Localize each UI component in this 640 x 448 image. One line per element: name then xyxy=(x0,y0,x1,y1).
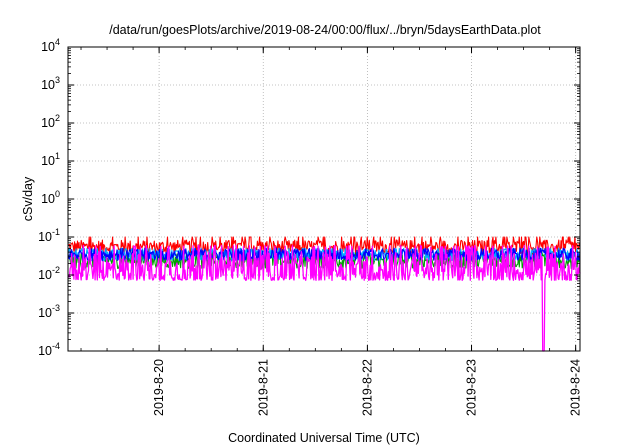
y-tick-label: 100 xyxy=(41,189,60,206)
chart-title: /data/run/goesPlots/archive/2019-08-24/0… xyxy=(109,23,541,37)
y-tick-label: 103 xyxy=(41,75,60,92)
grid-lines xyxy=(68,47,580,351)
series-layer xyxy=(67,236,581,352)
x-tick-label: 2019-8-24 xyxy=(569,359,583,416)
x-tick-label: 2019-8-23 xyxy=(465,359,479,416)
y-tick-labels: 10-4 10-3 10-2 10-1 100 101 102 103 104 xyxy=(38,37,60,358)
y-tick-label: 10-3 xyxy=(38,303,60,320)
y-axis-title: cSv/day xyxy=(21,176,35,221)
y-tick-label: 101 xyxy=(41,151,60,168)
y-tick-label: 10-1 xyxy=(38,227,60,244)
y-tick-label: 104 xyxy=(41,37,60,54)
axis-ticks xyxy=(68,46,580,352)
x-axis-title: Coordinated Universal Time (UTC) xyxy=(228,431,420,445)
x-tick-label: 2019-8-22 xyxy=(360,359,374,416)
y-tick-label: 10-2 xyxy=(38,265,60,282)
y-tick-label: 10-4 xyxy=(38,341,60,358)
x-tick-labels: 2019-8-20 2019-8-21 2019-8-22 2019-8-23 2019… xyxy=(152,359,583,416)
x-tick-label: 2019-8-21 xyxy=(256,359,270,416)
series-line xyxy=(67,244,581,352)
x-tick-label: 2019-8-20 xyxy=(152,359,166,416)
series-line xyxy=(67,247,581,262)
y-tick-label: 102 xyxy=(41,113,60,130)
